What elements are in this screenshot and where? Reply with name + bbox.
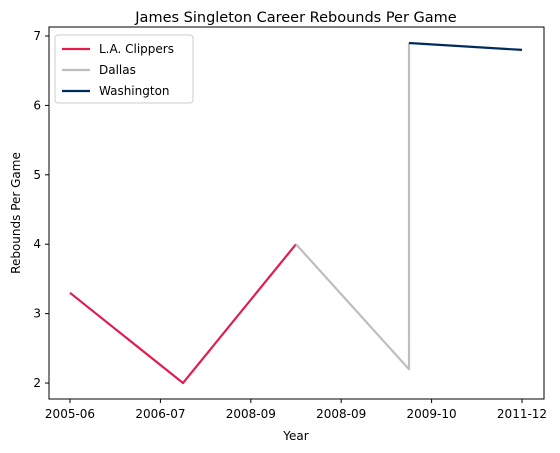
- legend-label: Dallas: [99, 63, 136, 77]
- legend-box: [54, 34, 194, 104]
- series-line-2: [408, 41, 523, 51]
- y-tick-label: 2: [33, 376, 41, 390]
- x-tick-label: 2005-06: [45, 407, 95, 421]
- y-axis-label: Rebounds Per Game: [9, 152, 23, 274]
- x-tick-label: 2009-10: [407, 407, 457, 421]
- x-tick-label: 2008-09: [226, 407, 276, 421]
- y-tick-label: 7: [33, 29, 41, 43]
- y-tick-label: 5: [33, 168, 41, 182]
- legend: L.A. Clippers Dallas Washington: [54, 34, 194, 104]
- legend-label: L.A. Clippers: [99, 42, 174, 56]
- x-tick-label: 2006-07: [135, 407, 185, 421]
- x-tick-label: 2008-09: [316, 407, 366, 421]
- legend-label: Washington: [99, 84, 170, 98]
- y-tick-label: 3: [33, 307, 41, 321]
- y-tick-label: 4: [33, 237, 41, 251]
- x-axis-ticks: 2005-06 2006-07 2008-09 2008-09 2009-10 2011-…: [45, 399, 547, 421]
- chart-title: James Singleton Career Rebounds Per Game: [134, 10, 457, 26]
- plot-frame: [48, 26, 545, 400]
- series-line-0: [69, 243, 297, 385]
- y-tick-label: 6: [33, 98, 41, 112]
- x-tick-label: 2011-12: [497, 407, 547, 421]
- series-line-1: [295, 43, 411, 371]
- x-axis-label: Year: [282, 429, 308, 443]
- plot-lines: [69, 41, 523, 385]
- y-axis-ticks: 2 3 4 5 6 7: [33, 29, 49, 390]
